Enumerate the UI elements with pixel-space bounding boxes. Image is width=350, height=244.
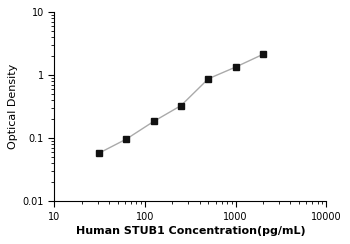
X-axis label: Human STUB1 Concentration(pg/mL): Human STUB1 Concentration(pg/mL): [76, 226, 305, 236]
Y-axis label: Optical Density: Optical Density: [8, 64, 18, 149]
